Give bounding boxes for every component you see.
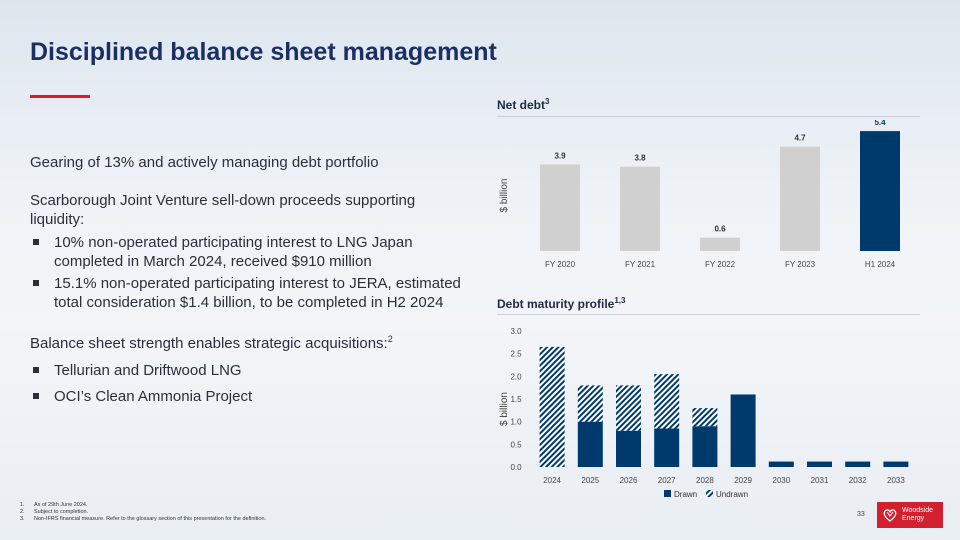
y-tick-label: 0.5 [510,440,522,449]
bar-undrawn [577,385,603,422]
scarborough-paragraph: Scarborough Joint Venture sell-down proc… [30,192,416,228]
x-tick-label: FY 2020 [545,260,576,269]
bar-undrawn [616,385,641,431]
net-debt-chart: $ billion 3.9 FY 2020 3.8 FY 2021 0.6 FY 2022 4… [499,120,900,269]
logo-line-1: Woodside [902,507,934,514]
bar-drawn [692,426,718,467]
bar-drawn [845,461,871,467]
x-tick-label: FY 2023 [785,260,816,269]
data-label: 3.9 [554,151,566,160]
page-number: 33 [857,511,865,518]
title-accent-rule [30,95,90,98]
data-label: 5.4 [874,120,886,127]
list-item: 10% non-operated participating interest … [30,233,470,271]
bar [540,164,580,251]
legend-swatch-drawn [664,490,671,497]
acquisitions-text: Balance sheet strength enables strategic… [30,335,388,352]
footnote: 2. Subject to completion. [20,509,266,516]
debt-maturity-title-sup: 1,3 [614,296,626,305]
body-text: Gearing of 13% and actively managing deb… [30,153,470,409]
bar-drawn [616,430,641,467]
bar-drawn [807,461,832,467]
list-item: Tellurian and Driftwood LNG [30,361,470,380]
y-tick-label: 2.5 [510,350,522,359]
woodside-logo: Woodside Energy [877,502,943,528]
x-tick-label: 2027 [658,476,676,485]
net-debt-title-sup: 3 [545,97,550,106]
gearing-paragraph: Gearing of 13% and actively managing deb… [30,154,379,171]
x-tick-label: 2026 [620,476,638,485]
footnote-number: 3. [20,516,25,522]
x-tick-label: 2029 [734,476,752,485]
net-debt-title-text: Net debt [497,98,545,112]
x-tick-label: 2028 [696,476,714,485]
acquisitions-bullets: Tellurian and Driftwood LNG OCI’s Clean … [30,361,470,406]
debt-maturity-title: Debt maturity profile1,3 [497,296,625,311]
bar-undrawn [654,374,680,429]
y-tick-label: 3.0 [510,327,522,336]
x-tick-label: FY 2022 [705,260,736,269]
list-item: 15.1% non-operated participating interes… [30,274,470,312]
x-tick-label: 2030 [772,476,790,485]
footnote-text: Non-IFRS financial measure. Refer to the… [34,516,267,522]
bar-drawn [730,394,756,467]
x-tick-label: H1 2024 [865,260,896,269]
y-tick-label: 1.5 [510,395,522,404]
y-axis-label: $ billion [499,392,510,426]
bar [620,166,660,251]
x-tick-label: 2032 [849,476,867,485]
footnote-text: Subject to completion. [34,509,89,515]
footnote: 3. Non-IFRS financial measure. Refer to t… [20,516,266,523]
legend-swatch-undrawn [706,490,713,497]
acquisitions-paragraph: Balance sheet strength enables strategic… [30,330,470,353]
page-title: Disciplined balance sheet management [30,38,497,66]
woodside-emblem-icon [883,509,897,522]
debt-maturity-chart: $ billion 0.0 0.5 1.0 1.5 2.0 2.5 3.0 2024 2025 20… [499,327,909,499]
net-debt-title: Net debt3 [497,97,549,112]
list-item: OCI’s Clean Ammonia Project [30,387,470,406]
x-tick-label: FY 2021 [625,260,656,269]
y-tick-label: 0.0 [510,463,522,472]
bar-undrawn [692,408,718,427]
footnote-text: As of 29th June 2024. [34,502,88,508]
bar-drawn [577,421,603,467]
x-tick-label: 2025 [581,476,599,485]
bar-undrawn [539,346,565,467]
legend-label-drawn: Drawn [674,490,697,499]
x-tick-label: 2031 [811,476,829,485]
x-tick-label: 2024 [543,476,561,485]
acquisitions-footnote-ref: 2 [387,334,393,344]
bar [780,146,820,251]
net-debt-title-rule [497,116,920,117]
y-axis-label: $ billion [499,179,510,213]
data-label: 0.6 [714,225,726,234]
bar-drawn [768,461,794,467]
y-tick-label: 1.0 [510,418,522,427]
legend-label-undrawn: Undrawn [716,490,748,499]
x-tick-label: 2033 [887,476,905,485]
footnotes: 1. As of 29th June 2024. 2. Subject to com… [20,502,266,523]
bar-drawn [654,428,680,467]
data-label: 4.7 [794,134,806,143]
scarborough-bullets: 10% non-operated participating interest … [30,233,470,312]
debt-maturity-title-rule [497,314,920,315]
debt-maturity-title-text: Debt maturity profile [497,297,615,311]
bar [700,237,740,251]
footnote: 1. As of 29th June 2024. [20,502,266,509]
footnote-number: 1. [20,502,25,508]
y-tick-label: 2.0 [510,372,522,381]
bar [860,131,900,251]
bar-drawn [883,461,909,467]
data-label: 3.8 [634,154,646,163]
footnote-number: 2. [20,509,25,515]
logo-line-2: Energy [902,515,925,522]
